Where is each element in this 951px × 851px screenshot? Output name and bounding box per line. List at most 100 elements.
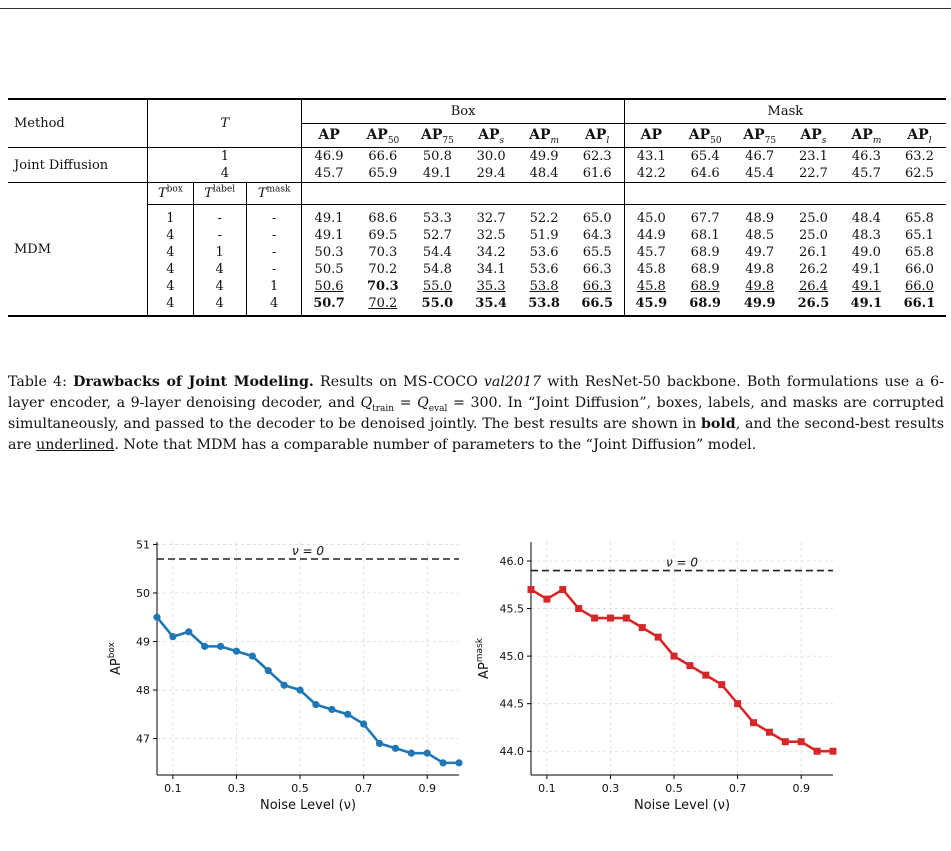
cell-T-box: 4 [147, 295, 194, 316]
cell-mask: 26.2 [798, 262, 828, 277]
cell-box: 65.5 [582, 245, 612, 260]
cell-mask: 45.4 [745, 166, 775, 181]
subheader-T-label: Tlabel [192, 182, 247, 205]
cell-mask: 45.7 [851, 166, 881, 181]
cell-mask: 22.7 [798, 166, 828, 181]
table-caption: Table 4: Drawbacks of Joint Modeling. Re… [8, 374, 944, 453]
data-point [702, 671, 710, 679]
cell-mask: 23.1 [786, 147, 840, 165]
cell-box: 53.8 [528, 296, 560, 311]
data-point [606, 614, 614, 622]
reference-line-label: ν = 0 [666, 556, 698, 570]
data-point [765, 728, 773, 736]
y-axis-label: APmask [475, 637, 492, 679]
cell-mask: 68.9 [690, 262, 720, 277]
row-label-mdm: MDM [8, 182, 148, 316]
cell-box: 66.3 [582, 262, 612, 277]
cell-T: 4 [147, 165, 302, 183]
header-method: Method [14, 116, 65, 131]
cell-mask: 62.5 [904, 166, 934, 181]
data-point [750, 719, 758, 727]
cell-box: 70.3 [367, 279, 399, 294]
header-metric-mask: APm [839, 123, 893, 148]
data-point [591, 614, 599, 622]
data-point [153, 613, 161, 621]
cell-box: 68.6 [355, 204, 411, 227]
cell-box: 53.8 [529, 279, 559, 294]
cell-mask: 26.4 [798, 279, 828, 294]
cell-box: 54.8 [422, 262, 452, 277]
cell-T-box: 4 [147, 261, 194, 278]
table-row: 4 4 1 50.6 70.3 55.0 35.3 53.8 66.3 45.8 68.9 49.8 2… [8, 278, 946, 295]
cell-box: 51.9 [529, 228, 559, 243]
cell-mask: 46.7 [732, 147, 787, 165]
cell-mask: 49.0 [851, 245, 881, 260]
cell-T-label: - [192, 227, 247, 244]
x-tick-label: 0.9 [418, 782, 436, 795]
cell-mask: 48.9 [732, 204, 787, 227]
data-point [185, 628, 193, 636]
cell-mask: 68.9 [690, 245, 720, 260]
cell-box: 29.4 [476, 166, 506, 181]
data-point [575, 605, 583, 613]
x-tick-label: 0.1 [538, 782, 556, 795]
cell-T-box: 4 [147, 244, 194, 261]
cell-mask: 68.9 [690, 279, 720, 294]
cell-box: 34.2 [476, 245, 506, 260]
cell-mask: 65.1 [904, 228, 934, 243]
cell-mask: 45.8 [623, 278, 678, 295]
cell-mask: 63.2 [892, 147, 946, 165]
x-tick-label: 0.3 [228, 782, 246, 795]
y-tick-label: 44.0 [500, 745, 525, 758]
caption-text-3: . In “Joint Diffusion”, boxes, labels, a… [8, 395, 944, 432]
cell-T-box: 4 [147, 227, 194, 244]
caption-text-2: with ResNet-50 backbone. Both formulatio… [8, 374, 944, 411]
cell-mask: 66.1 [903, 296, 936, 311]
cell-T-mask: - [245, 227, 302, 244]
caption-q-train-sub: train [372, 403, 395, 414]
cell-mask: 26.5 [797, 296, 830, 311]
cell-box: 48.4 [529, 166, 559, 181]
data-point [201, 642, 209, 650]
box-ap-chart: ν = 0 0.1 0.3 0.5 0.7 0.9 47 48 49 50 51 Noise Leve… [107, 538, 463, 813]
x-tick-label: 0.5 [291, 782, 309, 795]
cell-mask: 65.8 [904, 245, 934, 260]
header-metric-box: APm [517, 123, 571, 148]
y-tick-label: 45.0 [500, 650, 525, 663]
cell-box: 66.6 [355, 147, 411, 165]
cell-box: 35.3 [476, 279, 506, 294]
table-row: 1- -49.1 68.6 53.3 32.7 52.2 65.0 45.0 67.7 48.9 2… [8, 204, 946, 227]
caption-text-1: Results on MS-COCO [313, 374, 484, 390]
cell-mask: 68.1 [690, 228, 720, 243]
cell-box: 50.6 [301, 278, 356, 295]
cell-T-label: 4 [192, 295, 247, 316]
subheader-T-mask: Tmask [245, 182, 302, 205]
caption-q-eval-sub: eval [428, 403, 448, 414]
cell-box: 35.4 [475, 296, 507, 311]
data-point [312, 701, 320, 709]
caption-prefix: Table 4: [8, 374, 74, 390]
cell-mask: 48.5 [745, 228, 775, 243]
cell-box: 54.4 [422, 245, 452, 260]
cell-box: 49.1 [301, 227, 356, 244]
mdm-subheader-row: MDM Tbox Tlabel Tmask [8, 182, 946, 316]
cell-box: 70.2 [368, 296, 398, 311]
cell-mask: 25.0 [798, 228, 828, 243]
results-table: Method T Box Mask AP AP50 AP75 APs APm APl AP AP50 A… [8, 98, 946, 317]
caption-split: val2017 [483, 374, 542, 390]
caption-title: Drawbacks of Joint Modeling. [73, 374, 314, 390]
subheader-T-box: Tbox [147, 182, 194, 205]
cell-T-box: 1 [147, 204, 194, 227]
header-mask-group: Mask [623, 99, 946, 124]
data-point [407, 749, 415, 757]
data-point [527, 586, 535, 594]
cell-mask: 49.1 [851, 262, 881, 277]
x-tick-label: 0.5 [665, 782, 683, 795]
data-point [654, 633, 662, 641]
header-T: T [147, 99, 302, 148]
cell-box: 49.9 [517, 147, 571, 165]
cell-mask: 45.7 [623, 244, 678, 261]
cell-box: 69.5 [368, 228, 398, 243]
cell-mask: 49.7 [745, 245, 775, 260]
cell-box: 50.3 [301, 244, 356, 261]
